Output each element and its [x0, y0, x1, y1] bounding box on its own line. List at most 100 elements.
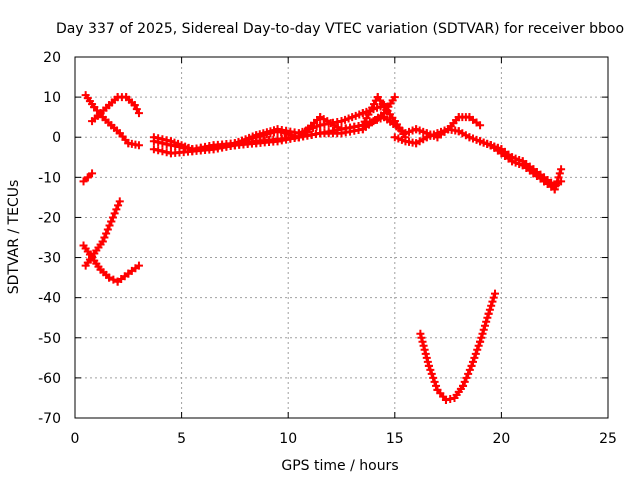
data-point-marker [551, 181, 560, 190]
data-point-marker [418, 337, 427, 346]
x-tick-label: 10 [279, 431, 297, 447]
data-point-marker [130, 101, 139, 110]
data-point-marker [390, 93, 399, 102]
data-point-marker [478, 329, 487, 338]
data-point-marker [112, 205, 121, 214]
y-tick-label: -50 [38, 331, 61, 347]
data-point-marker [423, 357, 432, 366]
plot-frame [74, 56, 609, 419]
y-tick-label: 20 [43, 50, 61, 66]
y-tick-label: -30 [38, 251, 61, 267]
data-point-marker [426, 365, 435, 374]
y-tick-label: 0 [52, 130, 61, 146]
data-point-marker [162, 148, 171, 157]
data-point-marker [477, 333, 486, 342]
series-line [489, 143, 563, 191]
data-point-marker [421, 349, 430, 358]
chart-title: Day 337 of 2025, Sidereal Day-to-day VTE… [56, 21, 624, 37]
data-point-marker [468, 357, 477, 366]
data-point-marker [380, 101, 389, 110]
data-point-marker [432, 381, 441, 390]
y-tick-label: -10 [38, 170, 61, 186]
data-point-marker [484, 309, 493, 318]
y-tick-label: -20 [38, 210, 61, 226]
data-point-marker [158, 147, 167, 156]
y-tick-label: -70 [38, 411, 61, 427]
data-series [79, 91, 566, 404]
data-point-marker [430, 377, 439, 386]
data-point-marker [107, 217, 116, 226]
data-point-marker [487, 301, 496, 310]
data-point-marker [488, 297, 497, 306]
data-point-marker [158, 135, 167, 144]
data-point-marker [489, 293, 498, 302]
series-arc-c [79, 169, 97, 186]
data-point-marker [83, 173, 92, 182]
y-axis-label: SDTVAR / TECUs [6, 180, 22, 295]
data-point-marker [464, 369, 473, 378]
data-point-marker [105, 221, 114, 230]
data-point-marker [103, 225, 112, 234]
data-point-marker [459, 381, 468, 390]
data-point-marker [554, 173, 563, 182]
data-point-marker [441, 395, 450, 404]
data-point-marker [154, 134, 163, 143]
data-point-marker [115, 197, 124, 206]
data-point-marker [422, 353, 431, 362]
data-point-marker [474, 341, 483, 350]
data-point-marker [162, 136, 171, 145]
series-arc-k [401, 113, 485, 142]
data-point-marker [105, 273, 114, 282]
axis-ticks: 0 5 10 15 20 25 20 10 0 -10 -20 -30 -40 -50 -60 -70 [38, 50, 617, 447]
data-point-marker [109, 275, 118, 284]
data-point-marker [424, 361, 433, 370]
data-point-marker [134, 141, 143, 150]
data-point-marker [550, 185, 559, 194]
x-tick-label: 0 [71, 431, 80, 447]
data-point-marker [419, 341, 428, 350]
data-point-marker [479, 325, 488, 334]
data-point-marker [154, 146, 163, 155]
data-point-marker [485, 305, 494, 314]
data-point-marker [420, 345, 429, 354]
series-arc-e [79, 241, 143, 286]
data-point-marker [555, 169, 564, 178]
data-point-marker [491, 289, 500, 298]
data-point-marker [110, 209, 119, 218]
series-arc-i [230, 101, 389, 148]
data-point-marker [462, 373, 471, 382]
x-tick-label: 25 [599, 431, 617, 447]
data-point-marker [108, 213, 117, 222]
series-arc-b [88, 93, 143, 126]
data-point-marker [557, 165, 566, 174]
y-tick-label: 10 [43, 90, 61, 106]
y-tick-label: -60 [38, 371, 61, 387]
data-point-marker [446, 394, 455, 403]
data-point-marker [100, 233, 109, 242]
data-point-marker [134, 109, 143, 118]
data-point-marker [416, 329, 425, 338]
data-point-marker [473, 345, 482, 354]
data-point-marker [427, 369, 436, 378]
x-tick-label: 20 [492, 431, 510, 447]
data-point-marker [465, 365, 474, 374]
data-point-marker [149, 145, 158, 154]
data-point-marker [132, 105, 141, 114]
data-point-marker [476, 337, 485, 346]
data-point-marker [553, 177, 562, 186]
data-point-marker [467, 361, 476, 370]
series-arc-n [416, 289, 500, 404]
x-tick-label: 15 [386, 431, 404, 447]
data-point-marker [476, 121, 485, 130]
data-point-marker [483, 313, 492, 322]
data-point-marker [79, 177, 88, 186]
data-point-marker [470, 353, 479, 362]
data-point-marker [134, 261, 143, 270]
data-point-marker [471, 349, 480, 358]
data-point-marker [460, 377, 469, 386]
data-point-marker [480, 321, 489, 330]
x-tick-label: 5 [177, 431, 186, 447]
data-point-marker [429, 373, 438, 382]
